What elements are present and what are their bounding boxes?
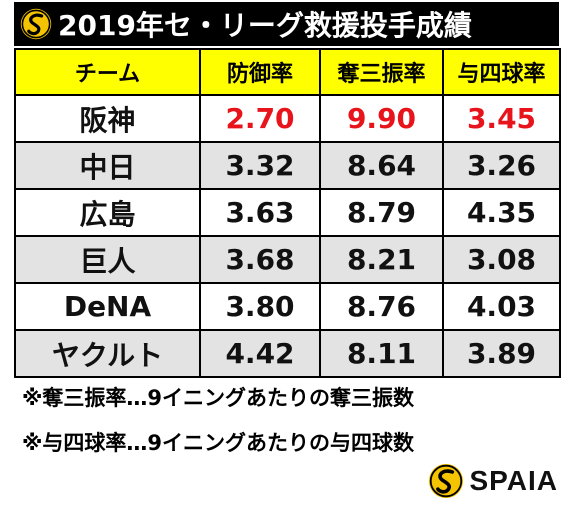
table-row: 巨人 3.68 8.21 3.08 xyxy=(14,235,561,284)
team-cell: DeNA xyxy=(14,282,201,331)
era-cell: 2.70 xyxy=(199,94,321,143)
spaia-logo-icon xyxy=(20,8,52,40)
team-cell: 中日 xyxy=(14,141,201,190)
k-rate-cell: 8.21 xyxy=(319,235,444,284)
bb-rate-cell: 3.89 xyxy=(442,329,561,378)
era-cell: 3.68 xyxy=(199,235,321,284)
team-cell: 阪神 xyxy=(14,94,201,143)
bb-rate-cell: 3.26 xyxy=(442,141,561,190)
table-row: ヤクルト 4.42 8.11 3.89 xyxy=(14,329,561,378)
stats-table: チーム 防御率 奪三振率 与四球率 阪神 2.70 9.90 3.45 中日 3… xyxy=(14,48,561,378)
bb-rate-cell: 3.45 xyxy=(442,94,561,143)
era-cell: 4.42 xyxy=(199,329,321,378)
team-cell: 巨人 xyxy=(14,235,201,284)
brand-name: SPAIA xyxy=(469,465,558,496)
note-bb-rate: ※与四球率…9イニングあたりの与四球数 xyxy=(22,431,415,455)
bb-rate-cell: 4.03 xyxy=(442,282,561,331)
page-title: 2019年セ・リーグ救援投手成績 xyxy=(58,9,472,42)
k-rate-cell: 9.90 xyxy=(319,94,444,143)
table-row: 阪神 2.70 9.90 3.45 xyxy=(14,94,561,143)
spaia-logo-icon xyxy=(428,463,463,499)
header-era: 防御率 xyxy=(199,48,321,96)
era-cell: 3.32 xyxy=(199,141,321,190)
header-row: チーム 防御率 奪三振率 与四球率 xyxy=(14,48,561,96)
brand-mark: SPAIA xyxy=(428,463,559,499)
team-cell: 広島 xyxy=(14,188,201,237)
k-rate-cell: 8.64 xyxy=(319,141,444,190)
bb-rate-cell: 3.08 xyxy=(442,235,561,284)
k-rate-cell: 8.76 xyxy=(319,282,444,331)
table-row: DeNA 3.80 8.76 4.03 xyxy=(14,282,561,331)
k-rate-cell: 8.11 xyxy=(319,329,444,378)
note-k-rate: ※奪三振率…9イニングあたりの奪三振数 xyxy=(22,386,415,410)
team-cell: ヤクルト xyxy=(14,329,201,378)
header-bb-rate: 与四球率 xyxy=(442,48,561,96)
era-cell: 3.80 xyxy=(199,282,321,331)
title-bar: 2019年セ・リーグ救援投手成績 xyxy=(14,2,559,46)
era-cell: 3.63 xyxy=(199,188,321,237)
header-k-rate: 奪三振率 xyxy=(319,48,444,96)
table-row: 中日 3.32 8.64 3.26 xyxy=(14,141,561,190)
bb-rate-cell: 4.35 xyxy=(442,188,561,237)
table-row: 広島 3.63 8.79 4.35 xyxy=(14,188,561,237)
header-team: チーム xyxy=(14,48,201,96)
k-rate-cell: 8.79 xyxy=(319,188,444,237)
